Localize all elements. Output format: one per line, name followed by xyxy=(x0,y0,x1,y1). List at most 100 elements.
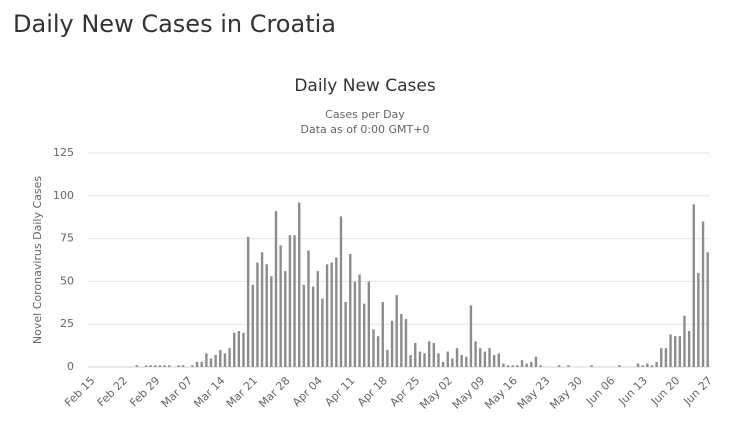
bar xyxy=(330,262,333,367)
y-axis-label: Novel Coronavirus Daily Cases xyxy=(31,176,44,344)
bar xyxy=(181,365,185,367)
bar xyxy=(650,365,654,367)
bar xyxy=(251,284,254,367)
x-tick-label: Mar 21 xyxy=(224,374,260,410)
bar xyxy=(353,281,357,367)
bar xyxy=(149,365,152,367)
bar xyxy=(516,365,519,367)
bar xyxy=(339,216,343,367)
y-tick-label: 75 xyxy=(60,232,74,245)
bar xyxy=(158,365,162,367)
bar xyxy=(260,252,264,367)
bar xyxy=(246,236,250,367)
bar xyxy=(506,365,510,367)
bar xyxy=(655,361,658,367)
bar xyxy=(311,286,315,367)
bar xyxy=(646,363,649,367)
bar xyxy=(390,320,394,367)
bar xyxy=(381,301,384,367)
bar xyxy=(497,353,500,367)
bar xyxy=(288,235,292,367)
bar xyxy=(219,349,222,367)
x-tick-label: May 16 xyxy=(482,374,520,412)
bar xyxy=(135,365,138,367)
y-tick-label: 50 xyxy=(60,274,74,287)
bar xyxy=(293,235,296,367)
x-tick-label: May 23 xyxy=(515,374,553,412)
bar xyxy=(479,348,482,367)
bar xyxy=(237,331,241,367)
bar xyxy=(362,303,366,367)
x-tick-label: Jun 27 xyxy=(680,374,714,408)
bar xyxy=(441,361,445,367)
bar xyxy=(376,336,380,367)
x-tick-label: Apr 18 xyxy=(355,374,390,409)
x-tick-label: Jun 06 xyxy=(583,374,617,408)
bar xyxy=(168,365,171,367)
bar xyxy=(697,272,700,367)
bar xyxy=(451,358,454,367)
x-tick-label: Feb 22 xyxy=(95,374,130,409)
bar xyxy=(205,353,208,367)
bar xyxy=(144,365,148,367)
bar xyxy=(302,284,306,367)
bar xyxy=(195,361,199,367)
bar xyxy=(256,262,259,367)
bar xyxy=(214,355,217,367)
bar xyxy=(423,353,426,367)
bar xyxy=(446,351,449,367)
bar xyxy=(502,363,505,367)
x-tick-label: Mar 07 xyxy=(159,374,195,410)
bar xyxy=(367,281,371,367)
bar xyxy=(692,204,695,367)
bar xyxy=(474,341,477,367)
x-tick-label: Jun 13 xyxy=(616,374,650,408)
x-tick-label: Feb 29 xyxy=(127,374,162,409)
bar xyxy=(209,358,213,367)
bar xyxy=(687,331,691,367)
bar xyxy=(660,348,663,367)
bar xyxy=(298,202,301,367)
bar xyxy=(386,349,389,367)
bar xyxy=(618,365,621,367)
y-tick-label: 125 xyxy=(53,146,74,159)
bar xyxy=(316,271,319,367)
bar xyxy=(636,363,640,367)
bar xyxy=(307,250,310,367)
bar xyxy=(344,301,347,367)
x-tick-label: May 30 xyxy=(547,374,585,412)
bar xyxy=(492,355,496,367)
bar xyxy=(539,365,542,367)
bar xyxy=(349,254,352,367)
bar xyxy=(525,363,528,367)
bar xyxy=(265,264,268,367)
bar xyxy=(191,365,194,367)
bar xyxy=(321,298,324,367)
bar xyxy=(400,313,403,367)
bar xyxy=(409,355,412,367)
bar xyxy=(163,365,166,367)
bar xyxy=(669,334,672,367)
bar xyxy=(177,365,180,367)
bar xyxy=(414,343,417,367)
x-tick-label: Mar 14 xyxy=(191,374,227,410)
x-tick-label: Feb 15 xyxy=(62,374,97,409)
x-tick-label: May 09 xyxy=(450,374,488,412)
bar xyxy=(673,336,677,367)
y-tick-label: 0 xyxy=(67,360,74,373)
bar xyxy=(358,274,361,367)
x-tick-label: Apr 25 xyxy=(387,374,422,409)
bar xyxy=(567,365,570,367)
chart-subtitle: Cases per Day xyxy=(325,108,405,121)
bar xyxy=(460,355,463,367)
bar xyxy=(678,336,682,367)
bar xyxy=(154,365,157,367)
bar xyxy=(534,356,538,367)
y-tick-label: 25 xyxy=(60,317,74,330)
bar xyxy=(279,245,282,367)
bar xyxy=(270,276,273,367)
bar xyxy=(335,257,338,367)
bar xyxy=(683,315,686,367)
